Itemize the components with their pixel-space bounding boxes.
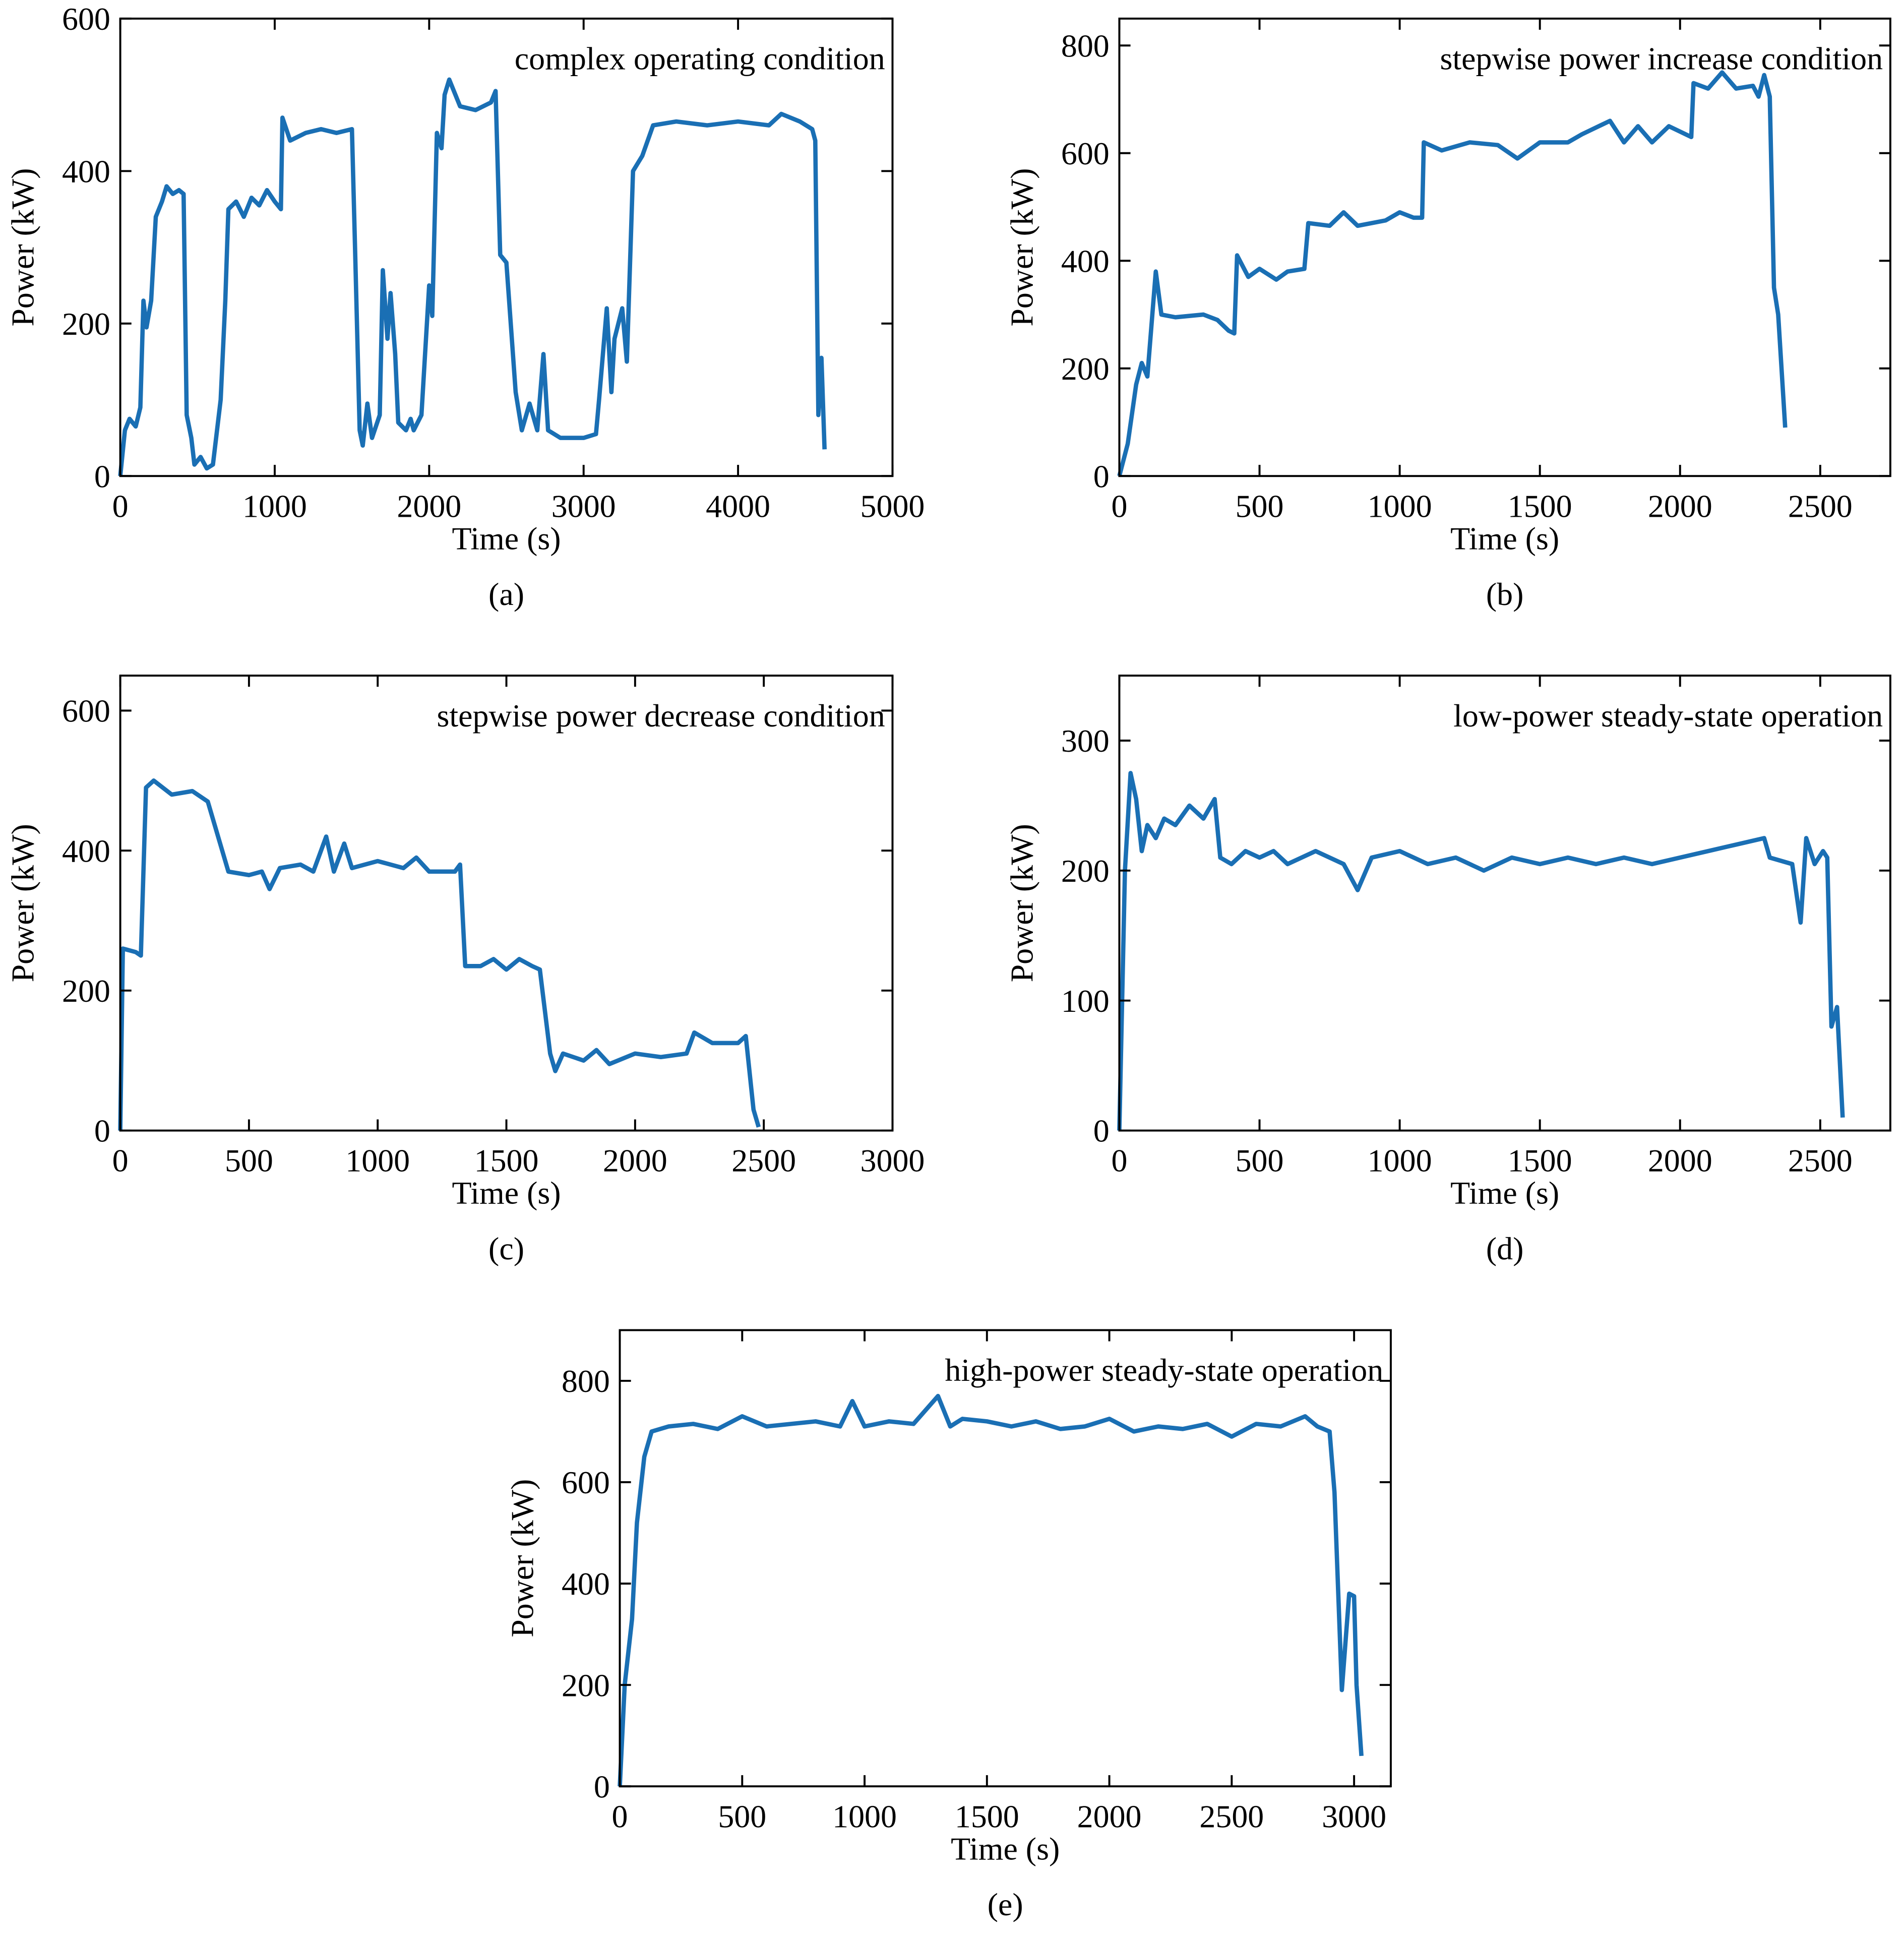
panel-label: (b) (1486, 576, 1524, 612)
x-tick-label: 1500 (1508, 1143, 1572, 1179)
x-tick-label: 2500 (1788, 488, 1853, 524)
panel-label: (a) (488, 576, 524, 612)
subplot: 0 200 400 600 0 1000 2000 3000 4000 5000 Time (s) P… (5, 1, 925, 612)
y-axis-label: Power (kW) (1004, 824, 1039, 982)
x-tick-label: 2500 (1199, 1798, 1264, 1834)
y-tick-label: 800 (1061, 28, 1110, 64)
y-tick-label: 200 (562, 1667, 610, 1703)
x-tick-label: 0 (112, 488, 129, 524)
x-tick-label: 4000 (706, 488, 770, 524)
y-tick-label: 600 (562, 1465, 610, 1500)
x-tick-label: 2000 (1648, 1143, 1712, 1179)
y-tick-label: 600 (62, 693, 110, 729)
x-tick-label: 3000 (1322, 1798, 1386, 1834)
data-line (118, 77, 827, 476)
axes-frame (119, 17, 894, 477)
y-tick-label: 600 (1061, 136, 1110, 171)
axes-frame (1118, 675, 1891, 1132)
x-tick-label: 2000 (603, 1143, 667, 1179)
x-axis-label: Time (s) (452, 520, 561, 556)
x-tick-label: 500 (1236, 488, 1284, 524)
x-axis-label: Time (s) (452, 1175, 561, 1211)
y-tick-label: 400 (1061, 243, 1110, 279)
x-tick-label: 500 (718, 1798, 766, 1834)
y-tick-label: 200 (62, 973, 110, 1009)
x-tick-label: 500 (225, 1143, 273, 1179)
y-tick-label: 100 (1061, 983, 1110, 1019)
y-tick-label: 200 (62, 306, 110, 342)
x-axis-label: Time (s) (951, 1831, 1060, 1866)
x-tick-label: 5000 (861, 488, 925, 524)
x-tick-label: 3000 (861, 1143, 925, 1179)
y-tick-label: 800 (562, 1363, 610, 1399)
x-tick-label: 1000 (345, 1143, 410, 1179)
y-axis-label: Power (kW) (1004, 168, 1039, 326)
x-axis-label: Time (s) (1450, 1175, 1559, 1211)
y-tick-label: 600 (62, 1, 110, 37)
x-tick-label: 3000 (551, 488, 616, 524)
subplot: 0 200 400 600 800 0 500 1000 1500 2000 2500 3000 Tim… (504, 1329, 1392, 1922)
data-line (1117, 70, 1788, 477)
annotation: complex operating condition (515, 41, 885, 77)
x-tick-label: 1500 (1508, 488, 1572, 524)
y-axis-label: Power (kW) (5, 824, 40, 982)
annotation: high-power steady-state operation (945, 1352, 1383, 1388)
y-tick-label: 300 (1061, 723, 1110, 759)
y-tick-label: 0 (94, 1113, 110, 1149)
subplot: 0 100 200 300 0 500 1000 1500 2000 2500 Time (s) Po… (1004, 675, 1891, 1266)
annotation: stepwise power increase condition (1440, 41, 1883, 77)
x-axis-label: Time (s) (1450, 520, 1559, 556)
panel-label: (c) (488, 1231, 524, 1266)
x-tick-label: 1000 (832, 1798, 897, 1834)
axes-frame (1118, 17, 1891, 477)
y-tick-label: 200 (1061, 853, 1110, 889)
x-tick-label: 1000 (1368, 1143, 1432, 1179)
subplot: 0 200 400 600 0 500 1000 1500 2000 2500 3000 Time (… (5, 675, 925, 1266)
y-tick-label: 400 (62, 153, 110, 189)
y-axis-label: Power (kW) (504, 1479, 540, 1637)
annotation: stepwise power decrease condition (437, 698, 885, 734)
axes-frame (119, 675, 894, 1132)
x-tick-label: 500 (1236, 1143, 1284, 1179)
y-tick-label: 0 (94, 458, 110, 494)
x-tick-label: 2000 (1077, 1798, 1142, 1834)
x-tick-label: 2500 (731, 1143, 796, 1179)
y-tick-label: 0 (1093, 1113, 1110, 1149)
x-tick-label: 0 (612, 1798, 628, 1834)
axes-frame (619, 1329, 1392, 1788)
x-tick-label: 1000 (1368, 488, 1432, 524)
x-tick-label: 1500 (474, 1143, 539, 1179)
x-tick-label: 1000 (242, 488, 307, 524)
annotation: low-power steady-state operation (1453, 698, 1883, 734)
panel-label: (e) (988, 1887, 1023, 1922)
y-tick-label: 0 (1093, 458, 1110, 494)
data-line (118, 778, 761, 1131)
data-line (618, 1393, 1364, 1787)
x-tick-label: 2000 (1648, 488, 1712, 524)
y-tick-label: 200 (1061, 351, 1110, 387)
x-tick-label: 0 (1111, 488, 1127, 524)
subplot: 0 200 400 600 800 0 500 1000 1500 2000 2500 Time (s… (1004, 17, 1891, 612)
x-tick-label: 0 (112, 1143, 129, 1179)
y-tick-label: 400 (562, 1566, 610, 1602)
y-tick-label: 400 (62, 833, 110, 869)
x-tick-label: 1500 (955, 1798, 1019, 1834)
y-axis-label: Power (kW) (5, 168, 40, 326)
x-tick-label: 2000 (397, 488, 461, 524)
data-line (1117, 771, 1845, 1131)
x-tick-label: 2500 (1788, 1143, 1853, 1179)
x-tick-label: 0 (1111, 1143, 1127, 1179)
y-tick-label: 0 (594, 1769, 610, 1804)
panel-label: (d) (1486, 1231, 1524, 1266)
